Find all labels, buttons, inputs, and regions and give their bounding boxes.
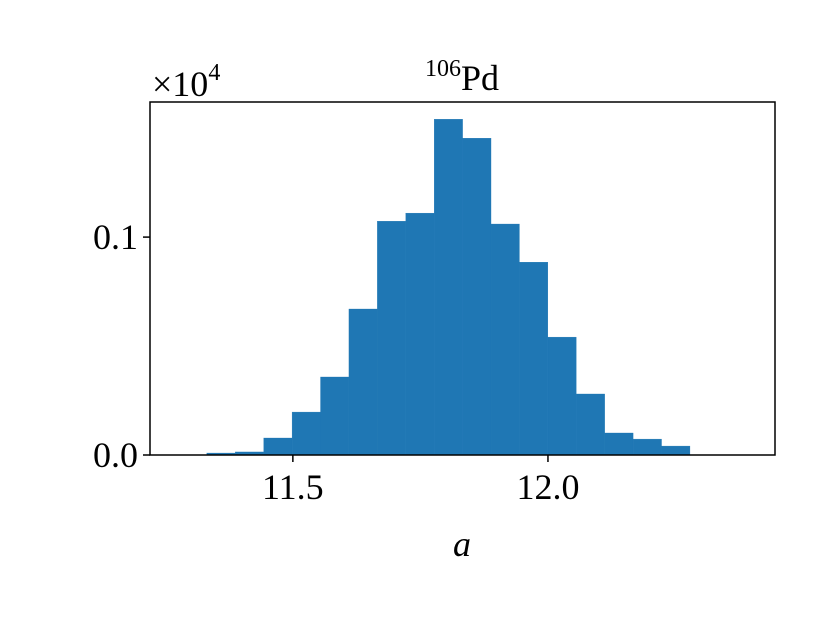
bar [632,438,662,456]
chart-title: 106Pd [425,56,499,98]
bar [519,262,549,456]
bar [604,432,634,456]
bar [320,376,350,456]
bar [291,411,321,456]
title-element: Pd [461,58,499,98]
x-axis-label: a [453,524,471,564]
bar [434,119,463,456]
x-tick-label: 11.5 [262,467,324,507]
x-tick-label: 12.0 [516,467,579,507]
bar [576,393,605,456]
bar [348,308,378,456]
bar [661,445,691,456]
bar [263,437,293,456]
y-offset-base: ×10 [152,64,208,104]
bar [377,221,406,456]
title-mass-number: 106 [425,56,461,82]
axes-frame [149,101,776,456]
bar [405,212,435,456]
bar [490,223,520,456]
y-tick-label: 0.1 [93,217,138,257]
y-tick-label: 0.0 [93,435,138,475]
y-offset-label: ×104 [152,60,220,104]
y-offset-exponent: 4 [208,60,220,86]
bar [547,336,577,456]
bar [462,138,492,456]
